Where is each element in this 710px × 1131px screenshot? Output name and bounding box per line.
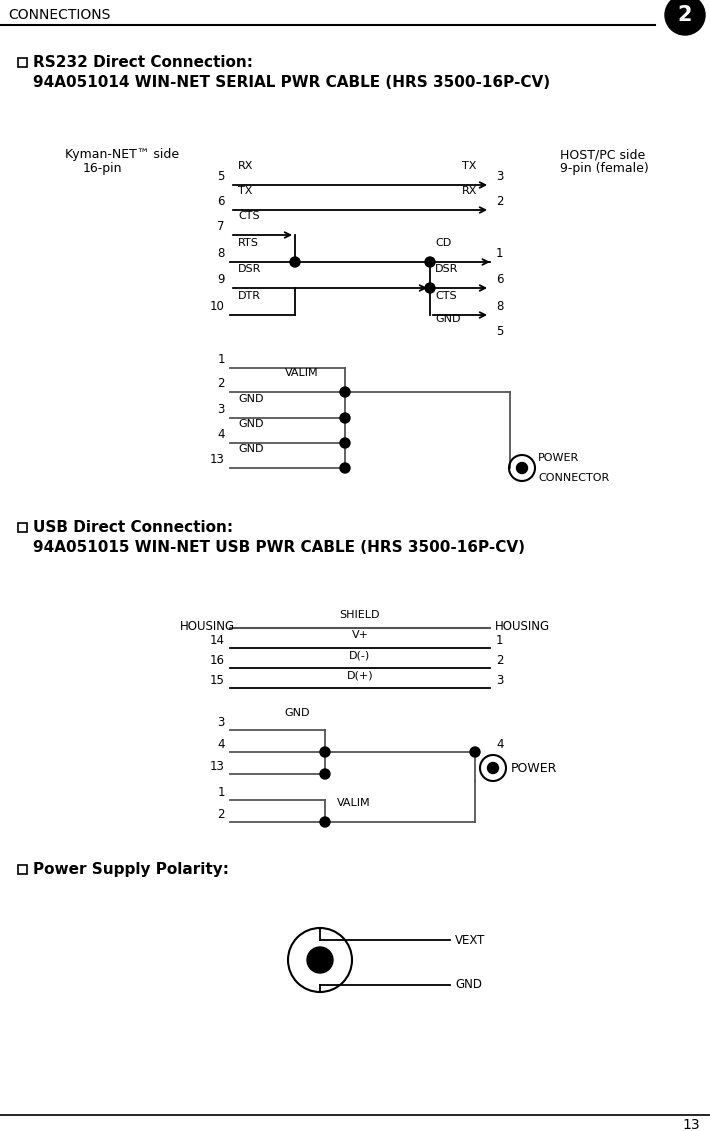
Text: GND: GND — [238, 418, 263, 429]
Text: 2: 2 — [678, 5, 692, 25]
Text: HOST/PC side: HOST/PC side — [560, 148, 645, 161]
Text: 5: 5 — [496, 325, 503, 338]
Text: 4: 4 — [217, 428, 225, 441]
Text: 14: 14 — [210, 634, 225, 647]
Text: Power Supply Polarity:: Power Supply Polarity: — [33, 862, 229, 877]
Text: 5: 5 — [218, 170, 225, 183]
Text: GND: GND — [238, 444, 263, 454]
Circle shape — [425, 257, 435, 267]
Text: 1: 1 — [217, 786, 225, 798]
Text: 7: 7 — [217, 221, 225, 233]
Text: 13: 13 — [210, 760, 225, 772]
Text: D(+): D(+) — [346, 670, 373, 680]
Circle shape — [340, 463, 350, 473]
Text: 94A051015 WIN-NET USB PWR CABLE (HRS 3500-16P-CV): 94A051015 WIN-NET USB PWR CABLE (HRS 350… — [33, 539, 525, 555]
Text: 10: 10 — [210, 300, 225, 313]
Text: 9: 9 — [217, 273, 225, 286]
Circle shape — [290, 257, 300, 267]
Text: RS232 Direct Connection:: RS232 Direct Connection: — [33, 55, 253, 70]
Text: RX: RX — [238, 161, 253, 171]
Text: HOUSING: HOUSING — [180, 620, 235, 633]
Text: GND: GND — [455, 978, 482, 992]
Text: 4: 4 — [217, 739, 225, 751]
Text: CTS: CTS — [435, 291, 457, 301]
Text: Kyman-NET™ side: Kyman-NET™ side — [65, 148, 179, 161]
Text: 4: 4 — [496, 739, 503, 751]
Text: TX: TX — [238, 185, 252, 196]
Text: 6: 6 — [496, 273, 503, 286]
Text: GND: GND — [238, 394, 263, 404]
Text: 9-pin (female): 9-pin (female) — [560, 162, 649, 175]
Text: 13: 13 — [210, 454, 225, 466]
Bar — [18, 523, 27, 532]
Circle shape — [516, 463, 528, 474]
Text: 2: 2 — [217, 808, 225, 821]
Text: D(-): D(-) — [349, 650, 371, 661]
Text: VEXT: VEXT — [455, 933, 486, 947]
Text: VALIM: VALIM — [337, 798, 371, 808]
Text: 15: 15 — [210, 674, 225, 687]
Text: CTS: CTS — [238, 211, 260, 221]
Circle shape — [425, 283, 435, 293]
Circle shape — [320, 769, 330, 779]
Text: VALIM: VALIM — [285, 368, 319, 378]
Text: 2: 2 — [496, 195, 503, 208]
Circle shape — [340, 413, 350, 423]
Text: CONNECTIONS: CONNECTIONS — [8, 8, 110, 21]
Text: 16: 16 — [210, 654, 225, 667]
Text: DSR: DSR — [435, 264, 459, 274]
Text: 94A051014 WIN-NET SERIAL PWR CABLE (HRS 3500-16P-CV): 94A051014 WIN-NET SERIAL PWR CABLE (HRS … — [33, 75, 550, 90]
Text: 1: 1 — [496, 247, 503, 260]
Text: 13: 13 — [682, 1119, 700, 1131]
Bar — [18, 865, 27, 874]
Text: 2: 2 — [217, 377, 225, 390]
Circle shape — [320, 746, 330, 757]
Text: 1: 1 — [217, 353, 225, 366]
Bar — [18, 58, 27, 67]
Text: RTS: RTS — [238, 238, 259, 248]
Circle shape — [488, 762, 498, 774]
Text: V+: V+ — [351, 630, 368, 640]
Text: POWER: POWER — [538, 454, 579, 463]
Text: GND: GND — [284, 708, 310, 718]
Circle shape — [307, 947, 333, 973]
Text: 8: 8 — [218, 247, 225, 260]
Text: USB Direct Connection:: USB Direct Connection: — [33, 520, 233, 535]
Text: CD: CD — [435, 238, 452, 248]
Circle shape — [340, 438, 350, 448]
Text: 1: 1 — [496, 634, 503, 647]
Text: DTR: DTR — [238, 291, 261, 301]
Text: DSR: DSR — [238, 264, 261, 274]
Text: TX: TX — [462, 161, 476, 171]
Text: 3: 3 — [496, 674, 503, 687]
Circle shape — [340, 387, 350, 397]
Text: 6: 6 — [217, 195, 225, 208]
Circle shape — [665, 0, 705, 35]
Text: 3: 3 — [218, 403, 225, 416]
Text: 3: 3 — [218, 716, 225, 729]
Text: GND: GND — [435, 314, 461, 323]
Circle shape — [470, 746, 480, 757]
Text: 3: 3 — [496, 170, 503, 183]
Circle shape — [320, 817, 330, 827]
Text: RX: RX — [462, 185, 477, 196]
Text: CONNECTOR: CONNECTOR — [538, 473, 609, 483]
Text: 8: 8 — [496, 300, 503, 313]
Text: HOUSING: HOUSING — [495, 620, 550, 633]
Text: 2: 2 — [496, 654, 503, 667]
Text: POWER: POWER — [511, 761, 557, 775]
Text: SHIELD: SHIELD — [340, 610, 381, 620]
Text: 16-pin: 16-pin — [83, 162, 123, 175]
